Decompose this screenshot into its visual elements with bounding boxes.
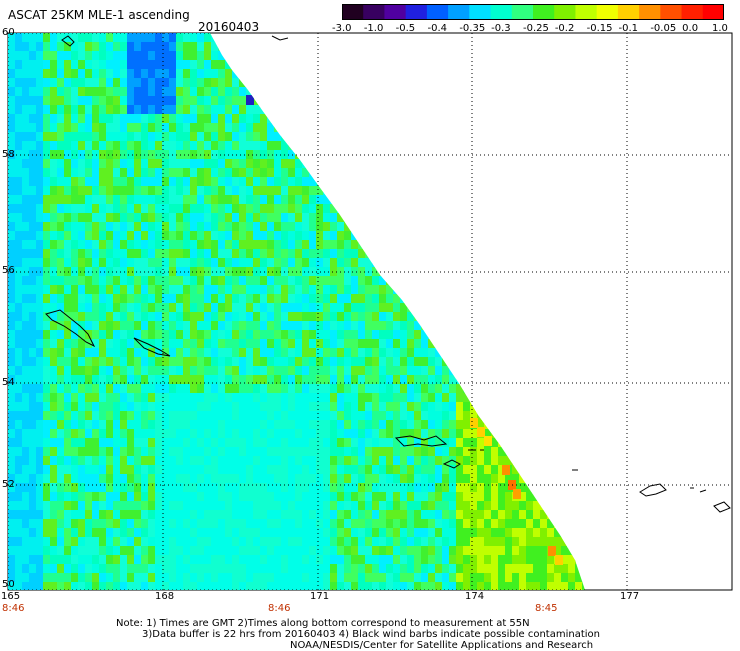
- colorbar-swatch: [363, 4, 385, 20]
- colorbar-label: -0.25: [523, 24, 549, 34]
- note-line-1: Note: 1) Times are GMT 2)Times along bot…: [116, 618, 530, 629]
- time-label-3: 8:45: [535, 604, 557, 614]
- lat-label-50: 50: [2, 580, 15, 590]
- colorbar-swatch: [639, 4, 661, 20]
- lon-label-177: 177: [620, 592, 639, 602]
- lon-label-165: 165: [1, 592, 20, 602]
- colorbar-swatch: [660, 4, 682, 20]
- colorbar-swatch: [575, 4, 597, 20]
- colorbar-swatch: [448, 4, 470, 20]
- colorbar-label: -0.2: [555, 24, 575, 34]
- colorbar-label: 0.0: [682, 24, 698, 34]
- colorbar-swatch: [618, 4, 640, 20]
- colorbar: [342, 4, 724, 20]
- colorbar-swatch: [427, 4, 449, 20]
- lat-label-58: 58: [2, 150, 15, 160]
- colorbar-label: -0.15: [587, 24, 613, 34]
- colorbar-label: -0.35: [459, 24, 485, 34]
- colorbar-label: -0.3: [491, 24, 511, 34]
- colorbar-swatch: [597, 4, 619, 20]
- colorbar-swatch: [554, 4, 576, 20]
- product-date: 20160403: [198, 20, 259, 34]
- note-line-3: NOAA/NESDIS/Center for Satellite Applica…: [290, 640, 593, 651]
- lat-label-60: 60: [2, 28, 15, 38]
- colorbar-label: 1.0: [712, 24, 728, 34]
- lat-label-54: 54: [2, 378, 15, 388]
- colorbar-label: -0.4: [428, 24, 448, 34]
- colorbar-label: -3.0: [332, 24, 352, 34]
- colorbar-label: -0.5: [396, 24, 416, 34]
- colorbar-swatch: [533, 4, 555, 20]
- colorbar-label: -1.0: [364, 24, 384, 34]
- colorbar-swatch: [682, 4, 704, 20]
- colorbar-label: -0.1: [619, 24, 639, 34]
- colorbar-swatch: [342, 4, 364, 20]
- time-label-1: 8:46: [2, 604, 24, 614]
- product-title: ASCAT 25KM MLE-1 ascending: [8, 8, 190, 22]
- lon-label-174: 174: [465, 592, 484, 602]
- lat-label-56: 56: [2, 266, 15, 276]
- time-label-2: 8:46: [268, 604, 290, 614]
- lat-label-52: 52: [2, 480, 15, 490]
- colorbar-swatch: [384, 4, 406, 20]
- colorbar-swatch: [406, 4, 428, 20]
- lon-label-171: 171: [310, 592, 329, 602]
- colorbar-label: -0.05: [650, 24, 676, 34]
- lon-label-168: 168: [155, 592, 174, 602]
- note-line-2: 3)Data buffer is 22 hrs from 20160403 4)…: [142, 629, 600, 640]
- colorbar-swatch: [512, 4, 534, 20]
- colorbar-swatch: [469, 4, 491, 20]
- colorbar-swatch: [703, 4, 724, 20]
- colorbar-swatch: [491, 4, 513, 20]
